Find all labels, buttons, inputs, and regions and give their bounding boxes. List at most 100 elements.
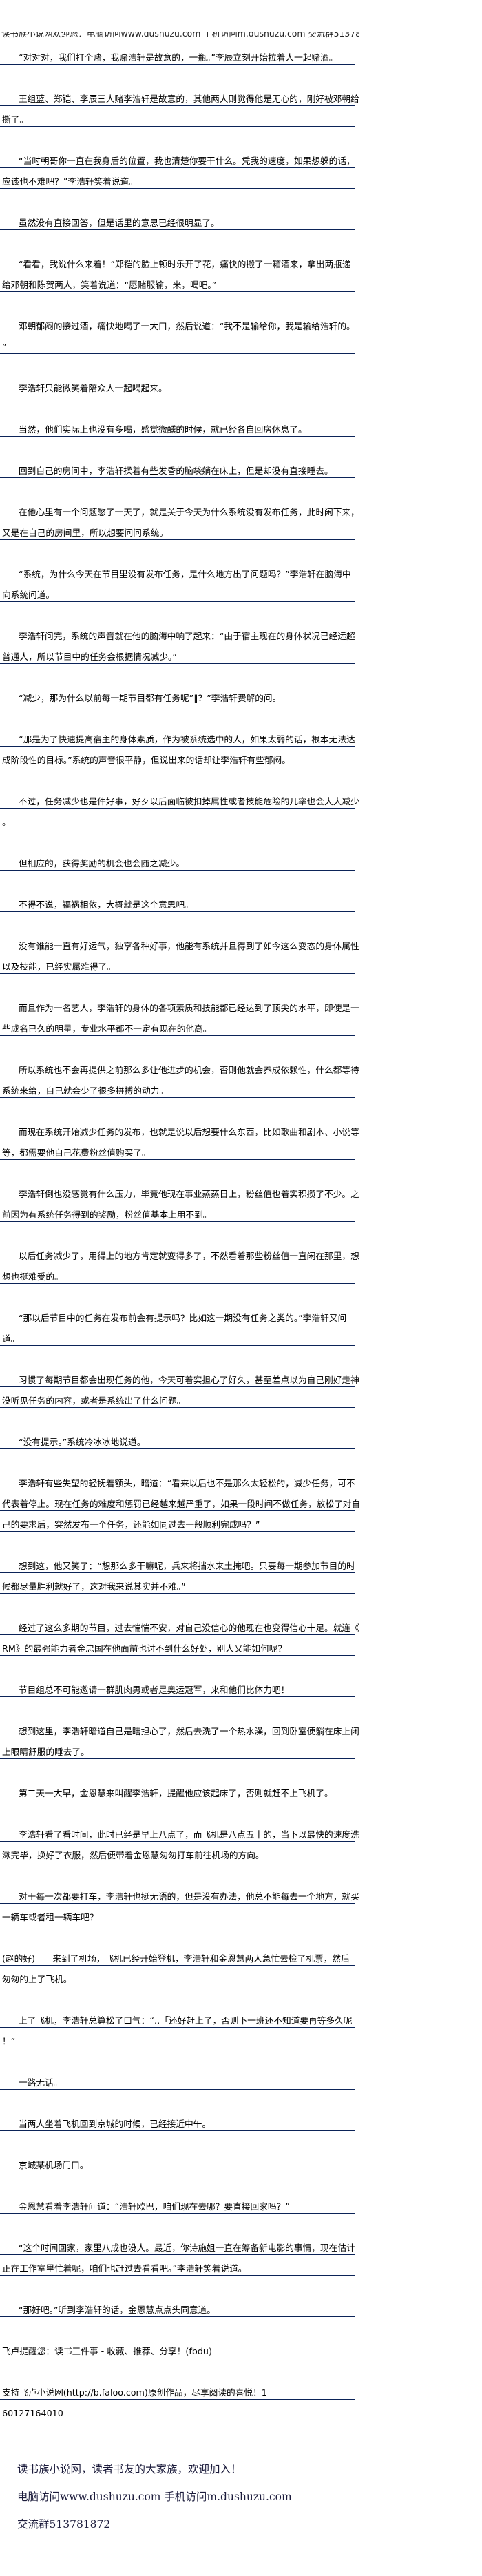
paragraph: 王组蓝、郑铠、李辰三人赌李浩轩是故意的，其他两人则觉得他是无心的，刚好被邓朝给撕… (0, 85, 359, 127)
text-line: “当时朝哥你一直在我身后的位置，我也清楚你要干什么。凭我的速度，如果想躲的话， (0, 147, 355, 168)
text-line: 正在工作室里忙着呢，咱们也赶过去看看吧。”李浩轩笑着说道。 (0, 2255, 355, 2276)
text-line: 没有谁能一直有好运气，独享各种好事，他能有系统并且得到了如今这么变态的身体属性 (0, 933, 359, 953)
paragraph: 京城某机场门口。 (0, 2152, 355, 2172)
text-line: 道。 (0, 1325, 355, 1346)
text-line: 成阶段性的目标。”系统的声音很平静，但说出来的话却让李浩轩有些郁闷。 (0, 747, 355, 767)
text-line: “看看，我说什么来着！”郑铠的脸上顿时乐开了花，痛快的搬了一箱酒来，拿出两瓶递 (0, 251, 355, 271)
text-line: 李浩轩倒也没感觉有什么压力，毕竟他现在事业蒸蒸日上，粉丝值也着实积攒了不少。之 (0, 1181, 359, 1201)
paragraph: “这个时间回家，家里八成也没人。最近，你诗施姐一直在筹备新电影的事情，现在估计正… (0, 2234, 355, 2276)
text-line: 当两人坐着飞机回到京城的时候，已经接近中午。 (0, 2110, 355, 2131)
text-line: 习惯了每期节目都会出现任务的他，今天可着实担心了好久，甚至差点以为自己刚好走神 (0, 1367, 359, 1387)
text-line: ” (0, 333, 355, 354)
text-line: 以及技能，已经实属难得了。 (0, 953, 355, 974)
text-line: 没听见任务的内容，或者是系统出了什么问题。 (0, 1387, 355, 1408)
paragraph: 所以系统也不会再提供之前那么多让他进步的机会，否则他就会养成依赖性，什么都等待系… (0, 1057, 359, 1098)
text-line: RM》的最强能力者金忠国在他面前也讨不到什么好处，别人又能如何呢？ (0, 1635, 355, 1656)
text-line: 己的要求后，突然发布一个任务，还能如同过去一般顺利完成吗？” (0, 1511, 355, 1532)
text-line: “这个时间回家，家里八成也没人。最近，你诗施姐一直在筹备新电影的事情，现在估计 (0, 2234, 355, 2255)
text-line: 但相应的，获得奖励的机会也会随之减少。 (0, 850, 355, 871)
footer-access-links: 电脑访问www.dushuzu.com 手机访问m.dushuzu.com (17, 2491, 292, 2503)
text-line: “那好吧。”听到李浩轩的话，金恩慧点点头同意道。 (0, 2296, 355, 2317)
text-line: 候都尽量胜利就好了，这对我来说其实并不难。” (0, 1573, 355, 1594)
site-banner-text: 读书族小说网欢迎您：电脑访问www.dushuzu.com 手机访问m.dush… (1, 32, 359, 39)
paragraph: 第二天一大早，金恩慧来叫醒李浩轩，提醒他应该起床了，否则就赶不上飞机了。 (0, 1780, 355, 1800)
paragraph: 当然，他们实际上也没有多喝，感觉微醺的时候，就已经各自回房休息了。 (0, 416, 355, 437)
text-line: 想到这，他又笑了：“想那么多干嘛呢，兵来将挡水来土掩吧。只要每一期参加节目的时 (0, 1552, 355, 1573)
text-line: “那以后节目中的任务在发布前会有提示吗？比如这一期没有任务之类的。”李浩轩又问 (0, 1305, 355, 1325)
paragraph: “看看，我说什么来着！”郑铠的脸上顿时乐开了花，痛快的搬了一箱酒来，拿出两瓶递给… (0, 251, 355, 292)
paragraph: “系统，为什么今天在节目里没有发布任务，是什么地方出了问题吗？”李浩轩在脑海中向… (0, 561, 355, 602)
text-line: 代表着停止。现在任务的难度和惩罚已经越来越严重了，如果一段时间不做任务，放松了对… (0, 1490, 360, 1511)
paragraph: 当两人坐着飞机回到京城的时候，已经接近中午。 (0, 2110, 355, 2131)
text-line: 飞卢提醒您：读书三件事 - 收藏、推荐、分享！(fbdu) (0, 2338, 355, 2358)
text-line: 而现在系统开始减少任务的发布，也就是说以后想要什么东西，比如歌曲和剧本、小说等 (0, 1119, 359, 1139)
text-line: ！” (0, 2028, 355, 2048)
paragraph: 而现在系统开始减少任务的发布，也就是说以后想要什么东西，比如歌曲和剧本、小说等等… (0, 1119, 359, 1160)
paragraph: 经过了这么多期的节目，过去惴惴不安，对自己没信心的他现在也变得信心十足。就连《 R… (0, 1614, 359, 1656)
text-line: 给邓朝和陈贺两人，笑着说道：“愿赌服输，来，喝吧。” (0, 271, 355, 292)
paragraph: 李浩轩看了看时间，此时已经是早上八点了，而飞机是八点五十的，当下以最快的速度洗漱… (0, 1821, 359, 1862)
paragraph: 支持飞卢小说网(http://b.faloo.com)原创作品，尽享阅读的喜悦！… (0, 2379, 355, 2420)
text-line: 李浩轩只能微笑着陪众人一起喝起来。 (0, 375, 355, 395)
paragraph: 上了飞机，李浩轩总算松了口气：“‥「还好赶上了，否则下一班还不知道要再等多久呢！… (0, 2007, 355, 2048)
paragraph: 虽然没有直接回答，但是话里的意思已经很明显了。 (0, 209, 355, 230)
footer-slogan: 读书族小说网，读者书友的大家族，欢迎加入！ (17, 2463, 242, 2475)
paragraph: 对于每一次都要打车，李浩轩也挺无语的，但是没有办法，他总不能每去一个地方，就买一… (0, 1883, 359, 1924)
paragraph: 不得不说，福祸相依，大概就是这个意思吧。 (0, 891, 355, 912)
text-line: 京城某机场门口。 (0, 2152, 355, 2172)
text-line: “系统，为什么今天在节目里没有发布任务，是什么地方出了问题吗？”李浩轩在脑海中 (0, 561, 355, 581)
paragraph: 习惯了每期节目都会出现任务的他，今天可着实担心了好久，甚至差点以为自己刚好走神没… (0, 1367, 359, 1408)
text-line: 普通人，所以节目中的任务会根据情况减少。” (0, 643, 355, 664)
paragraph: “那是为了快速提高宿主的身体素质，作为被系统选中的人，如果太弱的话，根本无法达成… (0, 726, 355, 767)
text-line: 向系统问道。 (0, 581, 355, 602)
paragraph: 没有谁能一直有好运气，独享各种好事，他能有系统并且得到了如今这么变态的身体属性以… (0, 933, 359, 974)
paragraph: 在他心里有一个问题憋了一天了，就是关于今天为什么系统没有发布任务，此时闲下来，又… (0, 499, 359, 540)
text-line: 想到这里，李浩轩暗道自己是瞎担心了，然后去洗了一个热水澡，回到卧室便躺在床上闭 (0, 1718, 359, 1738)
text-line: 虽然没有直接回答，但是话里的意思已经很明显了。 (0, 209, 355, 230)
text-line: 匆匆的上了飞机。 (0, 1966, 355, 1986)
paragraph: “没有提示。”系统冷冰冰地说道。 (0, 1429, 355, 1449)
paragraph: “减少，那为什么以前每一期节目都有任务呢”‖？”李浩轩费解的问。 (0, 685, 355, 705)
chapter-body: “对对对，我们打个赌，我赌浩轩是故意的，一瓶。”李辰立刻开始拉着人一起赌酒。 王组… (0, 44, 360, 2441)
text-line: 经过了这么多期的节目，过去惴惴不安，对自己没信心的他现在也变得信心十足。就连《 (0, 1614, 359, 1635)
site-banner: 读书族小说网欢迎您：电脑访问www.dushuzu.com 手机访问m.dush… (1, 32, 359, 40)
text-line: 一辆车或者租一辆车吧？ (0, 1904, 355, 1924)
paragraph: 李浩轩有些失望的轻抚着额头，暗道：“看来以后也不是那么太轻松的，减少任务，可不代… (0, 1470, 360, 1532)
text-line: 金恩慧看着李浩轩问道：“浩轩欧巴，咱们现在去哪？要直接回家吗？” (0, 2193, 355, 2214)
text-line: 等，都需要他自己花费粉丝值购买了。 (0, 1139, 355, 1160)
paragraph: 金恩慧看着李浩轩问道：“浩轩欧巴，咱们现在去哪？要直接回家吗？” (0, 2193, 355, 2214)
text-line: “没有提示。”系统冷冰冰地说道。 (0, 1429, 355, 1449)
text-line: “那是为了快速提高宿主的身体素质，作为被系统选中的人，如果太弱的话，根本无法达 (0, 726, 355, 747)
text-line: 王组蓝、郑铠、李辰三人赌李浩轩是故意的，其他两人则觉得他是无心的，刚好被邓朝给 (0, 85, 359, 106)
text-line: “对对对，我们打个赌，我赌浩轩是故意的，一瓶。”李辰立刻开始拉着人一起赌酒。 (0, 44, 355, 65)
paragraph: 但相应的，获得奖励的机会也会随之减少。 (0, 850, 355, 871)
paragraph: “那以后节目中的任务在发布前会有提示吗？比如这一期没有任务之类的。”李浩轩又问道… (0, 1305, 355, 1346)
text-line: 以后任务减少了，用得上的地方肯定就变得多了，不然看着那些粉丝值一直闲在那里，想 (0, 1243, 359, 1263)
text-line: 在他心里有一个问题憋了一天了，就是关于今天为什么系统没有发布任务，此时闲下来， (0, 499, 359, 519)
footer-group-number: 交流群513781872 (17, 2518, 111, 2531)
paragraph: “当时朝哥你一直在我身后的位置，我也清楚你要干什么。凭我的速度，如果想躲的话，应… (0, 147, 355, 189)
paragraph: 李浩轩只能微笑着陪众人一起喝起来。 (0, 375, 355, 395)
text-line: 李浩轩看了看时间，此时已经是早上八点了，而飞机是八点五十的，当下以最快的速度洗 (0, 1821, 359, 1842)
text-line: 当然，他们实际上也没有多喝，感觉微醺的时候，就已经各自回房休息了。 (0, 416, 355, 437)
text-line: 第二天一大早，金恩慧来叫醒李浩轩，提醒他应该起床了，否则就赶不上飞机了。 (0, 1780, 355, 1800)
paragraph: 邓朝郁闷的接过酒，痛快地喝了一大口，然后说道：“我不是输给你，我是输给浩轩的。” (0, 313, 355, 354)
paragraph: 回到自己的房间中，李浩轩揉着有些发昏的脑袋躺在床上，但是却没有直接睡去。 (0, 457, 355, 478)
text-line: 李浩轩问完，系统的声音就在他的脑海中响了起来：“由于宿主现在的身体状况已经远超 (0, 623, 355, 643)
paragraph: 飞卢提醒您：读书三件事 - 收藏、推荐、分享！(fbdu) (0, 2338, 355, 2358)
text-line: 60127164010 (0, 2400, 355, 2420)
text-line: 漱完毕，换好了衣服，然后便带着金恩慧匆匆打车前往机场的方向。 (0, 1842, 355, 1862)
text-line: 李浩轩有些失望的轻抚着额头，暗道：“看来以后也不是那么太轻松的，减少任务，可不 (0, 1470, 355, 1490)
text-line: 不得不说，福祸相依，大概就是这个意思吧。 (0, 891, 355, 912)
site-footer: 读书族小说网，读者书友的大家族，欢迎加入！ 电脑访问www.dushuzu.co… (17, 2460, 292, 2543)
paragraph: 不过，任务减少也是件好事，好歹以后面临被扣掉属性或者技能危险的几率也会大大减少。 (0, 788, 359, 829)
text-line: 而且作为一名艺人，李浩轩的身体的各项素质和技能都已经达到了顶尖的水平，即使是一 (0, 995, 359, 1015)
paragraph: (赵的好) 来到了机场，飞机已经开始登机，李浩轩和金恩慧两人急忙去检了机票，然后… (0, 1945, 355, 1986)
paragraph: 想到这，他又笑了：“想那么多干嘛呢，兵来将挡水来土掩吧。只要每一期参加节目的时候… (0, 1552, 355, 1594)
paragraph: “对对对，我们打个赌，我赌浩轩是故意的，一瓶。”李辰立刻开始拉着人一起赌酒。 (0, 44, 355, 65)
text-line: 不过，任务减少也是件好事，好歹以后面临被扣掉属性或者技能危险的几率也会大大减少 (0, 788, 359, 809)
text-line: “减少，那为什么以前每一期节目都有任务呢”‖？”李浩轩费解的问。 (0, 685, 355, 705)
text-line: 支持飞卢小说网(http://b.faloo.com)原创作品，尽享阅读的喜悦！… (0, 2379, 355, 2400)
text-line: 邓朝郁闷的接过酒，痛快地喝了一大口，然后说道：“我不是输给你，我是输给浩轩的。 (0, 313, 355, 333)
text-line: 所以系统也不会再提供之前那么多让他进步的机会，否则他就会养成依赖性，什么都等待 (0, 1057, 359, 1077)
